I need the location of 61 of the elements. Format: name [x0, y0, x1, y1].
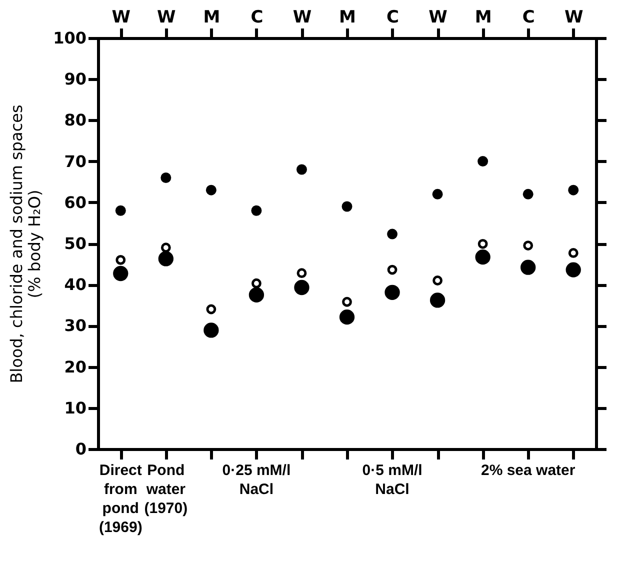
point	[204, 322, 219, 338]
point	[566, 262, 581, 278]
x-tick-label: W	[564, 8, 584, 28]
y-tick-label: 80	[64, 110, 86, 130]
y-tick-label: 70	[64, 152, 86, 171]
point	[430, 292, 446, 308]
x-tick-label: M	[203, 8, 220, 28]
y-tick-label: 100	[53, 28, 86, 48]
point	[342, 296, 352, 307]
point	[568, 248, 578, 258]
point	[296, 268, 307, 278]
point	[523, 240, 534, 251]
point	[206, 304, 216, 314]
point	[158, 251, 174, 266]
text: 0·5 mM/l NaCl	[362, 462, 422, 498]
text: 2% sea water	[480, 462, 576, 479]
text: Pond water (1970)	[144, 462, 188, 517]
y-tick-label: 60	[64, 192, 86, 212]
x-tick-label: W	[428, 8, 448, 28]
x-tick-label: W	[292, 8, 312, 28]
point	[160, 172, 172, 183]
x-tick-label: C	[386, 8, 400, 28]
point	[432, 276, 443, 286]
point	[113, 266, 128, 282]
x-tick-label: C	[250, 8, 264, 28]
point	[478, 156, 488, 167]
point	[475, 249, 490, 265]
x-tick-label: C	[522, 8, 535, 28]
y-tick-label: 30	[64, 316, 86, 336]
point	[568, 184, 579, 196]
text: 0·25 mM/l NaCl	[222, 462, 291, 498]
point	[387, 264, 398, 275]
point	[251, 278, 262, 288]
point	[478, 238, 488, 249]
point	[387, 228, 398, 240]
text: Direct from pond (1969)	[98, 462, 142, 536]
y-tick-label: 40	[64, 275, 86, 294]
y-tick-label: 0	[75, 440, 86, 458]
point	[160, 242, 171, 253]
point	[432, 188, 443, 200]
point	[294, 280, 310, 296]
point	[115, 205, 126, 216]
x-tick-label: M	[339, 8, 356, 28]
y-tick-label: 50	[64, 234, 86, 253]
point	[248, 287, 264, 302]
point	[384, 284, 400, 300]
y-axis-title: Blood, chloride and sodium spaces (% body H₂O)	[7, 104, 44, 384]
y-tick-label: 10	[64, 398, 86, 418]
point	[522, 188, 534, 200]
x-tick-label: M	[474, 8, 492, 28]
y-tick-label: 20	[64, 357, 86, 376]
point	[339, 310, 355, 325]
point	[520, 260, 536, 275]
point	[206, 184, 216, 196]
x-tick-label: W	[112, 8, 131, 28]
point	[296, 164, 307, 175]
x-tick-label: W	[157, 8, 176, 28]
point	[342, 201, 352, 212]
point	[116, 254, 126, 265]
y-tick-label: 90	[64, 70, 86, 89]
point	[251, 205, 262, 216]
